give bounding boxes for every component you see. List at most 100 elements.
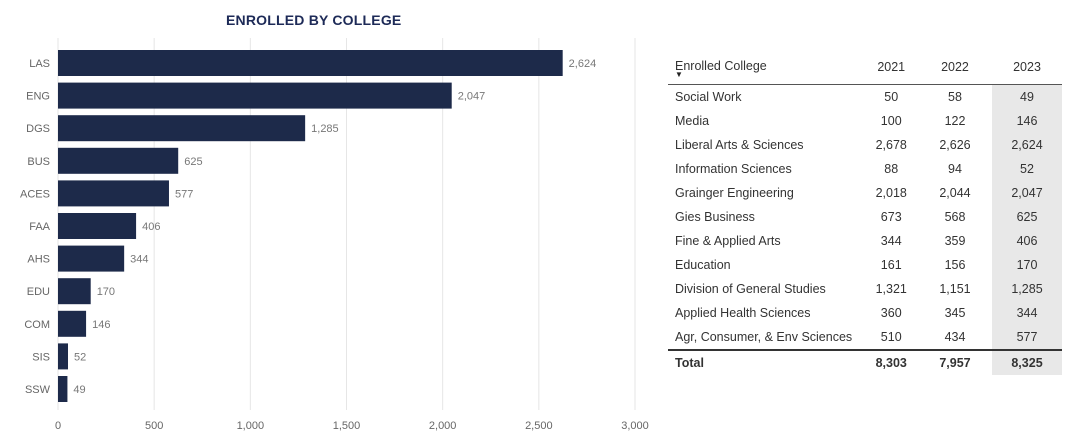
bar <box>58 50 563 76</box>
cell-gap <box>982 277 992 301</box>
cell-gap <box>918 301 928 325</box>
cell-2021: 50 <box>884 90 899 104</box>
data-label: 406 <box>142 221 160 233</box>
cell-gap <box>918 85 928 110</box>
bar-chart: 0 500 1,000 1,500 2,000 2,500 3,000 LAS 2,624 ENG… <box>20 38 649 432</box>
cell-2022: 2,044 <box>939 186 971 200</box>
cell-total-2021: 8,303 <box>864 349 918 375</box>
cell-gap <box>982 205 992 229</box>
data-label: 344 <box>130 254 148 266</box>
cell-gap <box>918 109 928 133</box>
cell-college-name: Applied Health Sciences <box>675 306 811 320</box>
header-enrolled-college[interactable]: Enrolled College ▼ <box>668 50 865 85</box>
category-label: LAS <box>29 58 50 70</box>
sort-down-icon[interactable]: ▼ <box>675 70 683 79</box>
header-2021[interactable]: 2021 <box>864 50 918 85</box>
cell-gap <box>982 181 992 205</box>
labels: 0 500 1,000 1,500 2,000 2,500 3,000 LAS 2,624 ENG… <box>20 58 649 432</box>
table-row: Education 161 156 170 <box>668 253 1062 277</box>
table-body: Social Work 50 58 49 Media 100 122 146 Liberal A… <box>668 84 1062 375</box>
category-label: SSW <box>25 384 51 396</box>
category-label: FAA <box>29 221 50 233</box>
cell-college-name: Media <box>675 114 710 128</box>
header-enrolled-college-label: Enrolled College <box>675 59 767 73</box>
cell-college-name: Fine & Applied Arts <box>675 234 781 248</box>
x-tick-label: 2,000 <box>429 420 457 432</box>
cell-college-name: Gies Business <box>675 210 755 224</box>
bar <box>58 82 452 109</box>
cell-2023: 146 <box>992 109 1062 133</box>
cell-2022: 1,151 <box>939 282 971 296</box>
cell-college-name: Grainger Engineering <box>675 186 794 200</box>
cell-2023: 170 <box>992 253 1062 277</box>
table-row: Fine & Applied Arts 344 359 406 <box>668 229 1062 253</box>
data-label: 577 <box>175 188 193 200</box>
cell-college-name: Agr, Consumer, & Env Sciences <box>675 330 853 344</box>
cell-college-name: Liberal Arts & Sciences <box>675 138 804 152</box>
cell-gap <box>982 253 992 277</box>
cell-college-name: Information Sciences <box>675 162 792 176</box>
cell-2021: 2,678 <box>875 138 907 152</box>
cell-gap <box>918 205 928 229</box>
data-label: 146 <box>92 319 110 331</box>
cell-2023: 2,047 <box>992 181 1062 205</box>
bar <box>58 180 169 207</box>
cell-gap <box>982 133 992 157</box>
bar <box>58 115 306 142</box>
cell-2023: 49 <box>992 84 1062 109</box>
bar <box>58 376 68 402</box>
enrollment-table: Enrolled College ▼ 2021 2022 2023 Social… <box>668 50 1062 375</box>
cell-2023: 344 <box>992 301 1062 325</box>
bar <box>58 310 87 337</box>
table-row: Information Sciences 88 94 52 <box>668 157 1062 181</box>
cell-college-name: Education <box>675 258 731 272</box>
cell-gap <box>982 229 992 253</box>
cell-2022: 156 <box>944 258 966 272</box>
cell-2023: 1,285 <box>992 277 1062 301</box>
table-header-row: Enrolled College ▼ 2021 2022 2023 <box>668 50 1062 85</box>
table-row: Liberal Arts & Sciences 2,678 2,626 2,624 <box>668 133 1062 157</box>
cell-gap <box>982 301 992 325</box>
cell-gap <box>982 85 992 110</box>
bars <box>58 50 563 402</box>
cell-2022: 434 <box>944 330 966 344</box>
data-label: 52 <box>74 351 86 363</box>
category-label: COM <box>24 319 50 331</box>
cell-gap <box>918 253 928 277</box>
x-tick-label: 0 <box>55 420 61 432</box>
data-label: 2,047 <box>458 91 486 103</box>
cell-2021: 161 <box>880 258 902 272</box>
cell-gap <box>918 229 928 253</box>
cell-college-name: Social Work <box>675 90 742 104</box>
cell-2022: 345 <box>944 306 966 320</box>
cell-2022: 58 <box>948 90 962 104</box>
data-label: 1,285 <box>311 123 339 135</box>
cell-2021: 2,018 <box>875 186 907 200</box>
cell-gap <box>918 325 928 350</box>
table-row: Applied Health Sciences 360 345 344 <box>668 301 1062 325</box>
cell-2023: 406 <box>992 229 1062 253</box>
category-label: BUS <box>27 156 50 168</box>
cell-2021: 344 <box>880 234 902 248</box>
header-gap-1 <box>917 50 929 85</box>
header-2022[interactable]: 2022 <box>928 50 982 85</box>
cell-2021: 360 <box>880 306 902 320</box>
cell-gap <box>918 133 928 157</box>
cell-2021: 88 <box>884 162 899 176</box>
cell-2022: 122 <box>944 114 966 128</box>
data-label: 170 <box>97 286 115 298</box>
table-total-row: Total 8,303 7,957 8,325 <box>668 349 1062 375</box>
table-row: Gies Business 673 568 625 <box>668 205 1062 229</box>
table-row: Media 100 122 146 <box>668 109 1062 133</box>
table-row: Agr, Consumer, & Env Sciences 510 434 577 <box>668 325 1062 350</box>
header-2023[interactable]: 2023 <box>992 50 1062 85</box>
cell-2022: 2,626 <box>939 138 971 152</box>
x-tick-label: 3,000 <box>621 420 649 432</box>
data-label: 49 <box>73 384 85 396</box>
x-tick-label: 500 <box>145 420 163 432</box>
x-tick-label: 1,000 <box>237 420 265 432</box>
data-label: 625 <box>184 156 202 168</box>
data-label: 2,624 <box>569 58 597 70</box>
bar <box>58 147 179 174</box>
cell-gap <box>918 181 928 205</box>
